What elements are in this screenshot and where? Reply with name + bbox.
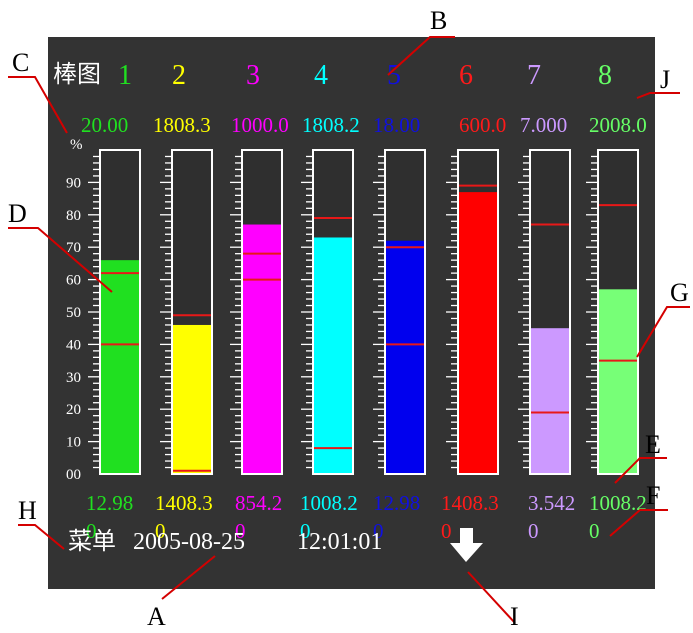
callout-label-c: C — [12, 48, 29, 77]
scale-label: 80 — [66, 208, 81, 224]
channel-range-label: 7.000 — [520, 113, 567, 137]
bar-fill — [101, 260, 139, 473]
channel-3: 3 1000.0 854.2 0 — [230, 60, 289, 543]
channel-number-label: 1 — [118, 60, 132, 91]
scale-label: 20 — [66, 402, 81, 418]
channel-number-label: 2 — [172, 60, 186, 91]
channel-alarm-status: 0 — [528, 519, 539, 543]
channel-range-label: 1808.2 — [302, 113, 360, 137]
bar-fill — [243, 224, 281, 473]
callout-label-g: G — [670, 278, 689, 307]
scale-label: 40 — [66, 337, 81, 353]
scale-label: 10 — [66, 435, 81, 451]
callout-line-g — [636, 306, 690, 358]
channel-value: 854.2 — [235, 491, 282, 515]
channel-range-label: 1808.3 — [153, 113, 211, 137]
channel-value: 1408.3 — [155, 491, 213, 515]
channel-number-label: 4 — [314, 60, 328, 91]
channel-value: 12.98 — [86, 491, 133, 515]
time-display: 12:01:01 — [297, 529, 382, 555]
channel-6: 6 600.0 1408.3 0 — [441, 60, 506, 543]
channel-alarm-status: 0 — [441, 519, 452, 543]
down-arrow-icon — [450, 528, 483, 562]
callout-label-a: A — [147, 602, 166, 631]
channel-number-label: 7 — [527, 60, 541, 91]
channel-range-label: 18.00 — [373, 113, 420, 137]
channel-value: 3.542 — [528, 491, 575, 515]
channel-2: 2 1808.3 1408.3 0 — [153, 60, 213, 543]
channel-alarm-status: 0 — [235, 519, 246, 543]
callout-label-j: J — [660, 65, 670, 94]
channel-number-label: 3 — [246, 60, 260, 91]
bar-fill — [314, 237, 352, 473]
channel-value: 1008.2 — [589, 491, 647, 515]
callout-line-i — [467, 571, 516, 624]
channel-value: 1408.3 — [441, 491, 499, 515]
scale-label: 70 — [66, 240, 81, 256]
callout-label-h: H — [18, 496, 37, 525]
bar-fill — [386, 240, 424, 473]
callout-line-d — [8, 227, 113, 293]
channel-value: 1008.2 — [300, 491, 358, 515]
channel-1: 1 20.00 12.98 0 — [81, 60, 141, 543]
bar-fill — [531, 328, 569, 473]
scale-label: 50 — [66, 305, 81, 321]
channel-number-label: 6 — [459, 60, 473, 91]
callout-line-a — [161, 555, 216, 600]
scale-label: 00 — [66, 467, 81, 483]
bar-fill — [599, 289, 637, 473]
callout-label-d: D — [8, 199, 27, 228]
unit-label: % — [70, 137, 83, 153]
scale-label: 60 — [66, 273, 81, 289]
bar-fill — [459, 192, 497, 473]
screen-title: 棒图 — [53, 60, 101, 88]
menu-label[interactable]: 菜单 — [68, 527, 116, 555]
callout-line-j — [636, 92, 680, 99]
callout-label-b: B — [430, 6, 447, 35]
scale-label: 30 — [66, 370, 81, 386]
left-scale: 00 10 20 30 40 50 60 70 80 90 — [66, 175, 81, 483]
channel-range-label: 1000.0 — [231, 113, 289, 137]
bar-fill — [173, 324, 211, 473]
channel-alarm-status: 0 — [300, 519, 311, 543]
channel-alarm-status: 0 — [155, 519, 166, 543]
channel-range-label: 2008.0 — [589, 113, 647, 137]
date-display: 2005-08-25 — [133, 529, 245, 555]
channel-alarm-status: 0 — [589, 519, 600, 543]
callout-line-c — [8, 76, 68, 134]
channel-range-label: 20.00 — [81, 113, 128, 137]
channel-4: 4 1808.2 1008.2 0 — [300, 60, 360, 543]
channel-range-label: 600.0 — [459, 113, 506, 137]
callout-label-e: E — [645, 430, 661, 459]
channel-bars: 120.0012.98021808.31408.3031000.0854.204… — [66, 60, 647, 543]
channel-8: 8 2008.0 1008.2 0 — [586, 60, 647, 543]
callout-line-e — [614, 457, 667, 484]
callout-labels: A B C D E F G H I J — [8, 6, 689, 631]
callout-label-f: F — [646, 481, 660, 510]
callout-label-i: I — [510, 602, 519, 631]
callout-line-h — [18, 524, 65, 550]
callout-line-f — [609, 509, 668, 537]
channel-value: 12.98 — [373, 491, 420, 515]
channel-number-label: 8 — [598, 60, 612, 91]
channel-7: 7 7.000 3.542 0 — [518, 60, 575, 543]
callout-lines — [8, 36, 690, 624]
scale-label: 90 — [66, 175, 81, 191]
channel-alarm-status: 0 — [373, 519, 384, 543]
channel-alarm-status: 0 — [86, 519, 97, 543]
callout-line-b — [387, 36, 455, 76]
